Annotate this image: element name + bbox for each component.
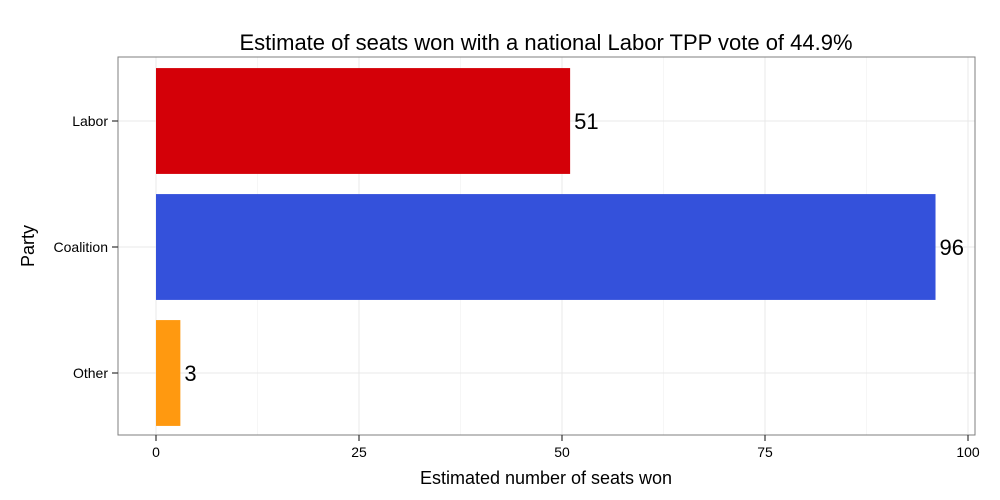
bar-other (156, 320, 181, 426)
x-axis-title: Estimated number of seats won (420, 468, 672, 488)
y-tick-label-labor: Labor (72, 113, 108, 129)
x-tick-label: 75 (757, 444, 773, 460)
y-axis-title: Party (18, 225, 38, 267)
y-tick-label-coalition: Coalition (54, 239, 108, 255)
data-label-labor: 51 (574, 109, 598, 134)
data-labels: 51 96 3 (184, 109, 964, 386)
y-tick-label-other: Other (73, 365, 108, 381)
x-tick-label: 25 (351, 444, 367, 460)
x-tick-label: 100 (956, 444, 980, 460)
panel-border (117, 56, 976, 436)
x-tick-label: 0 (152, 444, 160, 460)
x-tick-label: 50 (554, 444, 570, 460)
x-axis: 0 25 50 75 100 (152, 435, 980, 460)
y-axis: Labor Coalition Other (54, 113, 118, 381)
data-label-coalition: 96 (940, 235, 964, 260)
chart-title: Estimate of seats won with a national La… (239, 30, 852, 55)
bars (156, 68, 936, 426)
bar-labor (156, 68, 571, 174)
bar-coalition (156, 194, 936, 300)
data-label-other: 3 (184, 361, 196, 386)
